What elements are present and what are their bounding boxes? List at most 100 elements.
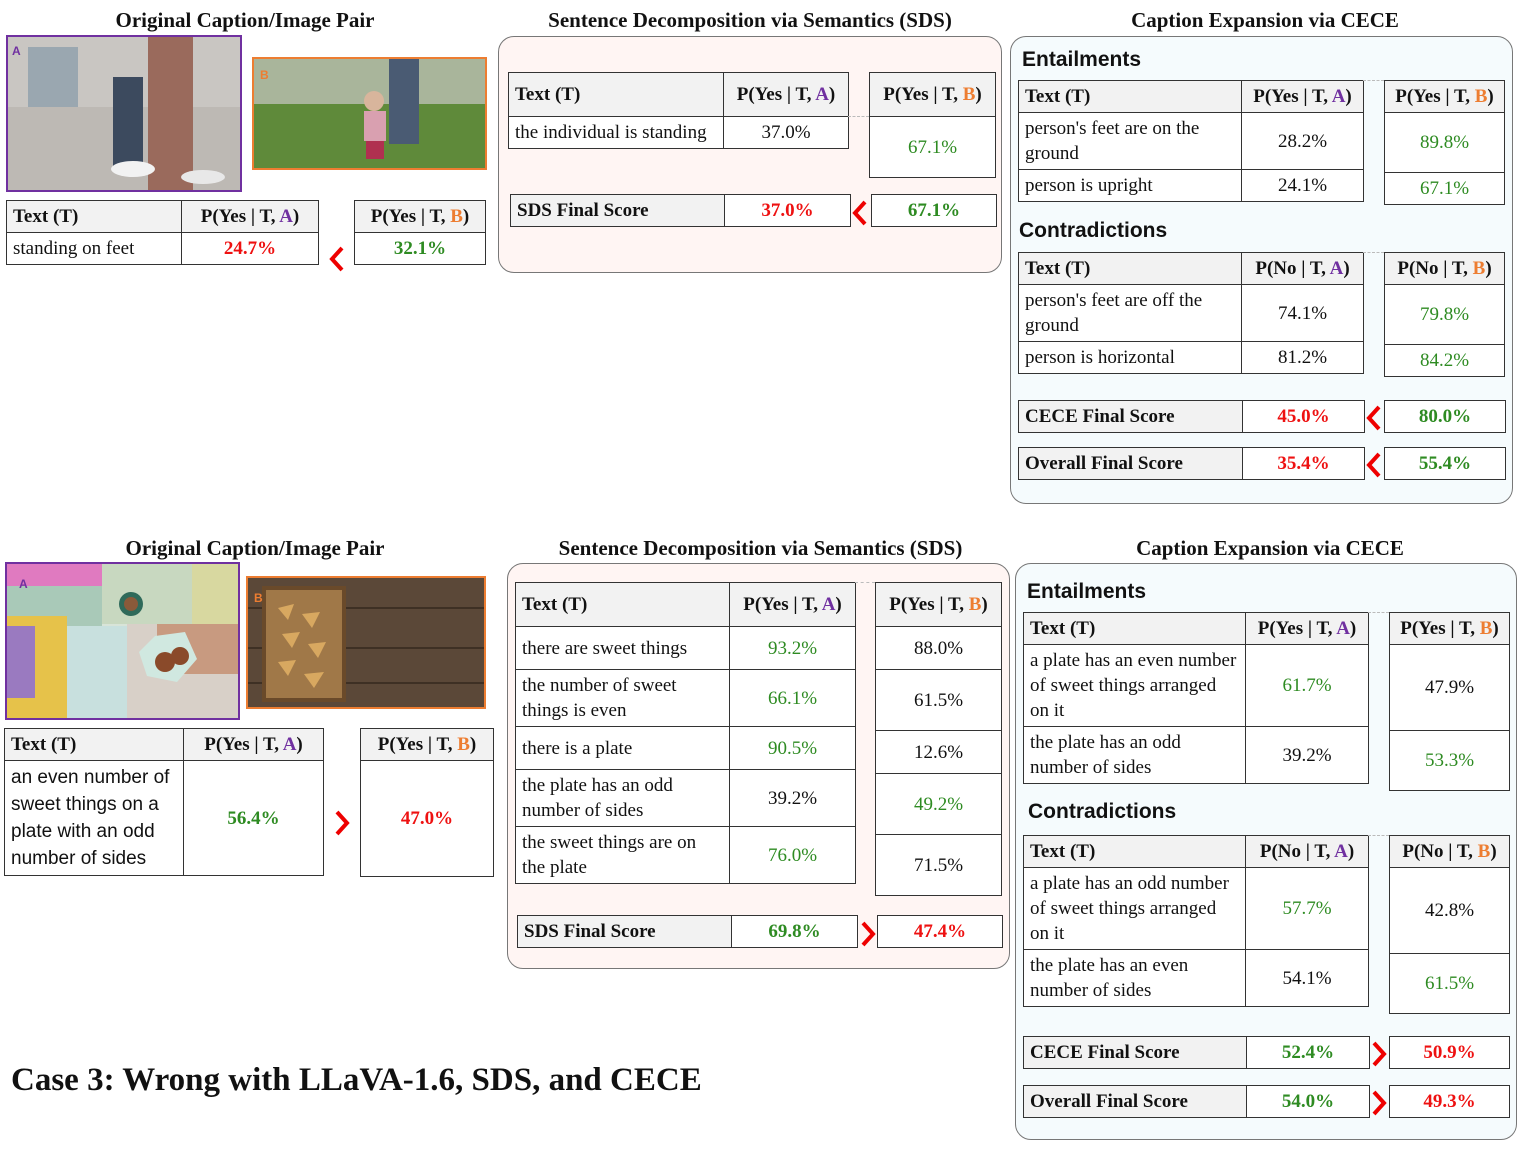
- case2-contradictions-heading: Contradictions: [1028, 800, 1177, 823]
- header-a: A: [1331, 86, 1346, 107]
- table-row: 88.0%: [875, 626, 1002, 670]
- text-header: Text (T): [1018, 252, 1242, 285]
- table-row: the plate has an odd number of sides 39.…: [515, 769, 856, 827]
- case2-image-b-drawing: B: [248, 578, 484, 707]
- case2-entail-table-a: Text (T) P(Yes | T, A) a plate has an ev…: [1023, 612, 1369, 784]
- p-yes-a-header: P(Yes | T, A): [723, 72, 849, 117]
- case-title: Case 3: Wrong with LLaVA-1.6, SDS, and C…: [11, 1062, 702, 1098]
- score-a: 24.7%: [181, 232, 319, 265]
- header-suffix: ): [1349, 618, 1357, 639]
- header-prefix: P(Yes | T,: [743, 594, 822, 615]
- header-b: B: [1474, 86, 1488, 107]
- sds-final-a: 37.0%: [724, 194, 851, 227]
- table-row: person is horizontal 81.2%: [1018, 341, 1364, 374]
- text-header: Text (T): [508, 72, 724, 117]
- entail-text: a plate has an even number of sweet thin…: [1023, 644, 1246, 727]
- p-no-b-header: P(No | T, B): [1389, 835, 1510, 868]
- table-header-row: Text (T) P(No | T, A): [1018, 252, 1364, 285]
- header-suffix: ): [1490, 841, 1497, 862]
- divider: [1363, 252, 1384, 253]
- sds-score-b: 12.6%: [875, 730, 1002, 774]
- cece-final-label: CECE Final Score: [1023, 1036, 1247, 1069]
- case2-image-a-label: A: [19, 577, 28, 591]
- sds-text-cell: there is a plate: [515, 726, 730, 770]
- less-than-arrow-icon: [852, 200, 867, 226]
- p-yes-a-header: P(Yes | T, A): [1245, 612, 1369, 645]
- case2-image-b: B: [246, 576, 486, 709]
- table-row: an even number of sweet things on a plat…: [4, 760, 324, 876]
- table-row: 55.4%: [1384, 447, 1506, 480]
- text-header: Text (T): [6, 200, 182, 233]
- table-row: there is a plate 90.5%: [515, 726, 856, 770]
- case2-cece-heading: Caption Expansion via CECE: [1136, 536, 1404, 560]
- header-suffix: ): [1485, 258, 1492, 279]
- sds-score-b: 67.1%: [869, 116, 996, 178]
- table-row: 61.5%: [875, 669, 1002, 731]
- table-header-row: Text (T) P(No | T, A): [1023, 835, 1369, 868]
- sds-text-cell: the plate has an odd number of sides: [515, 769, 730, 827]
- header-b: B: [450, 206, 463, 227]
- cece-final-a: 52.4%: [1246, 1036, 1370, 1069]
- case1-cece-final-b: 80.0%: [1384, 400, 1506, 433]
- entail-score-a: 24.1%: [1241, 169, 1364, 202]
- divider: [848, 116, 869, 117]
- case1-overall-final-b: 55.4%: [1384, 447, 1506, 480]
- table-row: 50.9%: [1389, 1036, 1510, 1069]
- cece-final-b: 50.9%: [1389, 1036, 1510, 1069]
- p-yes-b-header: P(Yes | T, B): [1389, 612, 1510, 645]
- divider: [855, 582, 875, 583]
- case1-orig-table-b: P(Yes | T, B) 32.1%: [354, 200, 486, 265]
- case1-sds-final-a: SDS Final Score 37.0%: [510, 194, 851, 227]
- header-prefix: P(Yes | T,: [204, 734, 283, 755]
- case1-contra-table-b: P(No | T, B) 79.8% 84.2%: [1384, 252, 1505, 377]
- entail-text: person is upright: [1018, 169, 1242, 202]
- header-b: B: [962, 84, 976, 105]
- entail-score-b: 67.1%: [1384, 172, 1505, 205]
- text-header: Text (T): [515, 582, 730, 627]
- case1-orig-table-a: Text (T) P(Yes | T, A) standing on feet …: [6, 200, 319, 265]
- sds-score-a: 76.0%: [729, 826, 856, 884]
- case2-sds-heading: Sentence Decomposition via Semantics (SD…: [558, 536, 963, 560]
- sds-text-cell: the number of sweet things is even: [515, 669, 730, 727]
- case2-sds-table-a: Text (T) P(Yes | T, A) there are sweet t…: [515, 582, 856, 884]
- greater-than-arrow-icon: [1372, 1090, 1387, 1116]
- header-a: A: [1334, 841, 1348, 862]
- table-row: the sweet things are on the plate 76.0%: [515, 826, 856, 884]
- score-b: 47.0%: [360, 760, 494, 877]
- case1-entailments-heading: Entailments: [1022, 48, 1142, 71]
- table-header-row: P(Yes | T, B): [360, 728, 494, 761]
- table-row: 67.1%: [869, 116, 996, 178]
- case2-sds-final-b: 47.4%: [877, 915, 1003, 948]
- case2-contra-table-a: Text (T) P(No | T, A) a plate has an odd…: [1023, 835, 1369, 1007]
- sds-text-cell: there are sweet things: [515, 626, 730, 670]
- case2-entail-table-b: P(Yes | T, B) 47.9% 53.3%: [1389, 612, 1510, 791]
- overall-final-b: 49.3%: [1389, 1085, 1510, 1118]
- p-yes-b-header: P(Yes | T, B): [875, 582, 1002, 627]
- case2-sds-final-a: SDS Final Score 69.8%: [517, 915, 858, 948]
- header-prefix: P(Yes | T,: [889, 594, 969, 615]
- header-suffix: ): [1345, 86, 1352, 107]
- case2-image-a: A: [5, 562, 240, 720]
- header-a: A: [1336, 618, 1350, 639]
- sds-final-label: SDS Final Score: [510, 194, 725, 227]
- sds-score-b: 49.2%: [875, 773, 1002, 835]
- case2-overall-final-b: 49.3%: [1389, 1085, 1510, 1118]
- header-suffix: ): [1347, 841, 1355, 862]
- table-row: 12.6%: [875, 730, 1002, 774]
- case1-cece-heading: Caption Expansion via CECE: [1131, 8, 1399, 32]
- sds-score-b: 88.0%: [875, 626, 1002, 670]
- case1-orig-heading: Original Caption/Image Pair: [115, 8, 375, 32]
- header-prefix: P(No | T,: [1255, 258, 1330, 279]
- contra-score-b: 79.8%: [1384, 284, 1505, 345]
- sds-score-b: 71.5%: [875, 834, 1002, 896]
- table-row: 67.1%: [871, 194, 997, 227]
- header-suffix: ): [828, 84, 836, 105]
- case2-contra-table-b: P(No | T, B) 42.8% 61.5%: [1389, 835, 1510, 1014]
- case1-cece-final-a: CECE Final Score 45.0%: [1018, 400, 1365, 433]
- table-row: 47.4%: [877, 915, 1003, 948]
- header-prefix: P(Yes | T,: [1253, 86, 1332, 107]
- header-a: A: [815, 84, 829, 105]
- case2-overall-final-a: Overall Final Score 54.0%: [1023, 1085, 1370, 1118]
- case2-orig-heading: Original Caption/Image Pair: [125, 536, 385, 560]
- table-row: a plate has an even number of sweet thin…: [1023, 644, 1369, 727]
